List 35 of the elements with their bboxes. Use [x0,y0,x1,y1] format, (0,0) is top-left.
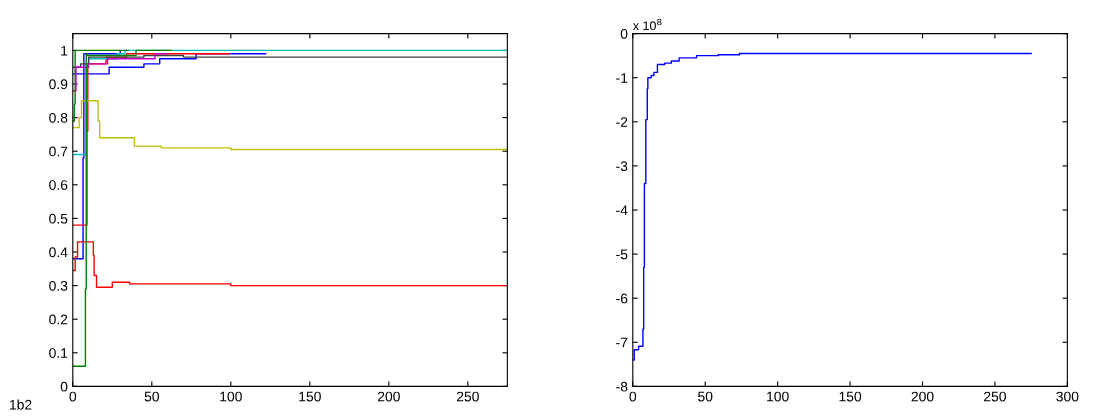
y-tick-label: 0.1 [49,348,68,358]
x-tick-label: 250 [456,391,479,402]
x-tick-label: 100 [220,391,242,402]
y-tick-label: 0.9 [49,79,68,90]
y-tick-label: -3 [616,161,628,172]
y-tick-label: 1 [61,45,68,56]
x-tick-label: 50 [698,391,713,402]
x-tick-label: 100 [767,391,789,402]
x-tick-label: 200 [377,391,400,402]
x-tick-label: 250 [984,391,1006,402]
y-tick-label: 0 [620,28,628,39]
x-tick-label: 150 [299,391,321,402]
y-tick-label: -4 [616,205,628,216]
y-tick-label: 0.7 [49,146,68,157]
x-tick-label: 200 [911,391,934,402]
y-tick-label: 0.4 [49,247,68,258]
y-tick-label: -5 [616,249,628,260]
y-tick-label: -2 [616,117,628,127]
y-tick-label: -7 [616,337,628,348]
y-tick-label: 0.2 [49,314,68,325]
x-tick-label: 300 [1056,391,1079,402]
x-tick-label: 0 [629,391,637,402]
y-tick-label: -6 [616,293,628,304]
y-tick-label: 0 [60,381,68,392]
text: x 10$^{8}$ [632,18,662,31]
y-tick-label: -1 [616,73,628,83]
x-tick-label: 150 [839,391,862,402]
y-tick-label: -8 [616,381,628,392]
text: 1b2 [10,399,32,410]
y-tick-label: 0.8 [49,112,68,123]
y-tick-label: 0.3 [49,280,68,291]
x-tick-label: 50 [144,391,159,402]
y-tick-label: 0.6 [49,180,68,190]
x-tick-label: 0 [69,391,77,402]
y-tick-label: 0.5 [49,213,68,224]
